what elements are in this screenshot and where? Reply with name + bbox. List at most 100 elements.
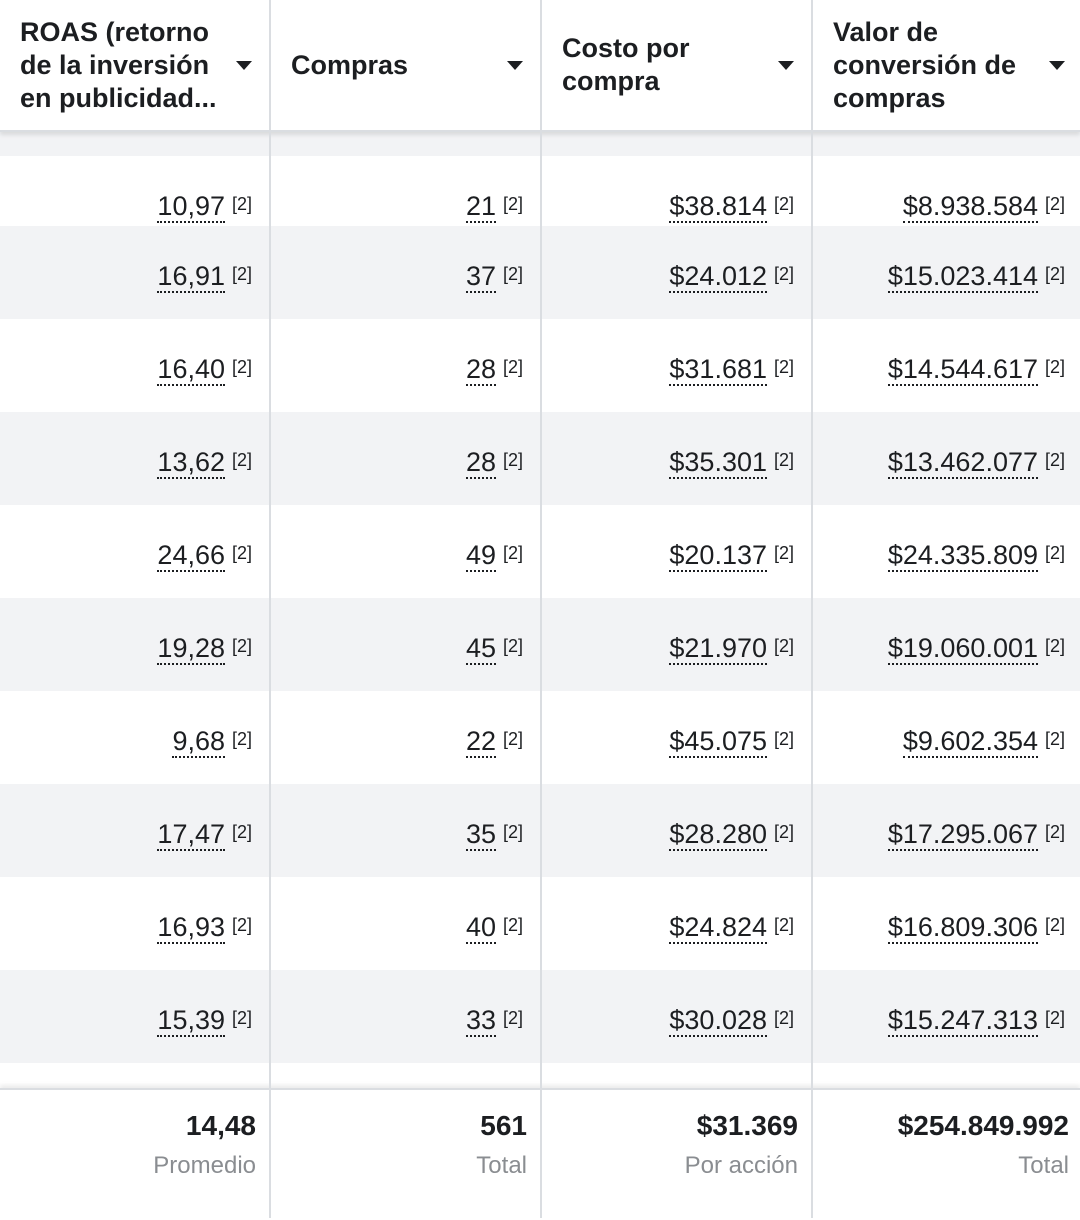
footnote-marker[interactable]: [2] [1044,822,1065,842]
compras-value[interactable]: 45 [465,633,496,665]
compras-value[interactable]: 21 [465,191,496,223]
footnote-marker[interactable]: [2] [1044,357,1065,377]
footnote-marker[interactable]: [2] [502,543,523,563]
footnote-marker[interactable]: [2] [773,264,794,284]
column-header-roas[interactable]: ROAS (retorno de la inversión en publici… [20,0,250,130]
roas-value[interactable]: 16,91 [157,261,225,293]
valor-conversion-value[interactable]: $15.023.414 [887,261,1038,293]
footnote-marker[interactable]: [2] [773,450,794,470]
compras-value[interactable]: 37 [465,261,496,293]
costo-por-compra-value[interactable]: $20.137 [669,540,767,572]
footnote-marker[interactable]: [2] [773,915,794,935]
compras-value[interactable]: 40 [465,912,496,944]
costo-por-compra-value[interactable]: $35.301 [669,447,767,479]
footnote-marker[interactable]: [2] [773,729,794,749]
footnote-marker[interactable]: [2] [231,729,252,749]
footnote-marker[interactable]: [2] [231,822,252,842]
footnote-marker[interactable]: [2] [231,194,252,214]
footnote-marker[interactable]: [2] [231,636,252,656]
footnote-marker[interactable]: [2] [502,636,523,656]
column-header-compras[interactable]: Compras [291,0,501,130]
costo-por-compra-value[interactable]: $21.970 [669,633,767,665]
column-divider [269,0,271,1218]
compras-value[interactable]: 28 [465,447,496,479]
footnote-marker[interactable]: [2] [773,543,794,563]
footnote-marker[interactable]: [2] [1044,194,1065,214]
column-header-label: Compras [291,49,409,80]
compras-value[interactable]: 49 [465,540,496,572]
valor-conversion-value[interactable]: $15.247.313 [887,1005,1038,1037]
footnote-marker[interactable]: [2] [502,915,523,935]
table-row: 24,66 [2] 49 [2] $20.137 [2] $24.335.809 [2] [0,505,1080,598]
footnote-marker[interactable]: [2] [773,636,794,656]
footnote-marker[interactable]: [2] [1044,1008,1065,1028]
roas-value[interactable]: 16,40 [157,354,225,386]
valor-conversion-value[interactable]: $16.809.306 [887,912,1038,944]
costo-por-compra-value[interactable]: $24.824 [669,912,767,944]
costo-por-compra-value[interactable]: $24.012 [669,261,767,293]
footnote-marker[interactable]: [2] [1044,543,1065,563]
compras-value[interactable]: 28 [465,354,496,386]
footnote-marker[interactable]: [2] [231,264,252,284]
valor-conversion-value[interactable]: $24.335.809 [887,540,1038,572]
footnote-marker[interactable]: [2] [231,543,252,563]
column-header-label: Costo por compra [562,33,690,96]
footnote-marker[interactable]: [2] [502,194,523,214]
valor-conversion-value[interactable]: $19.060.001 [887,633,1038,665]
footnote-marker[interactable]: [2] [502,450,523,470]
compras-value[interactable]: 22 [465,726,496,758]
costo-por-compra-value[interactable]: $45.075 [669,726,767,758]
footnote-marker[interactable]: [2] [773,357,794,377]
costo-por-compra-value[interactable]: $28.280 [669,819,767,851]
footnote-marker[interactable]: [2] [1044,915,1065,935]
roas-value[interactable]: 15,39 [157,1005,225,1037]
footnote-marker[interactable]: [2] [1044,729,1065,749]
roas-value[interactable]: 24,66 [157,540,225,572]
footnote-marker[interactable]: [2] [773,1008,794,1028]
summary-value: 14,48 [185,1110,256,1141]
valor-conversion-value[interactable]: $17.295.067 [887,819,1038,851]
roas-value[interactable]: 13,62 [157,447,225,479]
roas-value[interactable]: 9,68 [172,726,225,758]
footnote-marker[interactable]: [2] [1044,264,1065,284]
summary-caption: Total [1018,1152,1069,1179]
column-header-valor-conversion[interactable]: Valor de conversión de compras [833,0,1043,130]
footnote-marker[interactable]: [2] [231,450,252,470]
roas-value[interactable]: 10,97 [157,191,225,223]
compras-value[interactable]: 35 [465,819,496,851]
compras-value[interactable]: 33 [465,1005,496,1037]
roas-value[interactable]: 16,93 [157,912,225,944]
column-header-costo-por-compra[interactable]: Costo por compra [562,0,772,130]
valor-conversion-value[interactable]: $13.462.077 [887,447,1038,479]
footnote-marker[interactable]: [2] [231,357,252,377]
column-divider [811,0,813,1218]
footnote-marker[interactable]: [2] [1044,450,1065,470]
footnote-marker[interactable]: [2] [231,1008,252,1028]
footnote-marker[interactable]: [2] [1044,636,1065,656]
sort-dropdown-icon[interactable] [507,61,523,70]
footnote-marker[interactable]: [2] [502,729,523,749]
footnote-marker[interactable]: [2] [502,357,523,377]
footnote-marker[interactable]: [2] [502,822,523,842]
costo-por-compra-value[interactable]: $30.028 [669,1005,767,1037]
sort-dropdown-icon[interactable] [778,61,794,70]
roas-value[interactable]: 17,47 [157,819,225,851]
costo-por-compra-value[interactable]: $31.681 [669,354,767,386]
sort-dropdown-icon[interactable] [1049,61,1065,70]
footnote-marker[interactable]: [2] [773,822,794,842]
summary-caption: Por acción [684,1152,798,1179]
summary-value: $254.849.992 [897,1110,1069,1141]
footnote-marker[interactable]: [2] [231,915,252,935]
valor-conversion-value[interactable]: $9.602.354 [902,726,1038,758]
valor-conversion-value[interactable]: $14.544.617 [887,354,1038,386]
footnote-marker[interactable]: [2] [773,194,794,214]
summary-value: $31.369 [696,1110,798,1141]
footnote-marker[interactable]: [2] [502,1008,523,1028]
footnote-marker[interactable]: [2] [502,264,523,284]
column-divider [540,0,542,1218]
roas-value[interactable]: 19,28 [157,633,225,665]
valor-conversion-value[interactable]: $8.938.584 [902,191,1038,223]
costo-por-compra-value[interactable]: $38.814 [669,191,767,223]
sort-dropdown-icon[interactable] [236,61,252,70]
